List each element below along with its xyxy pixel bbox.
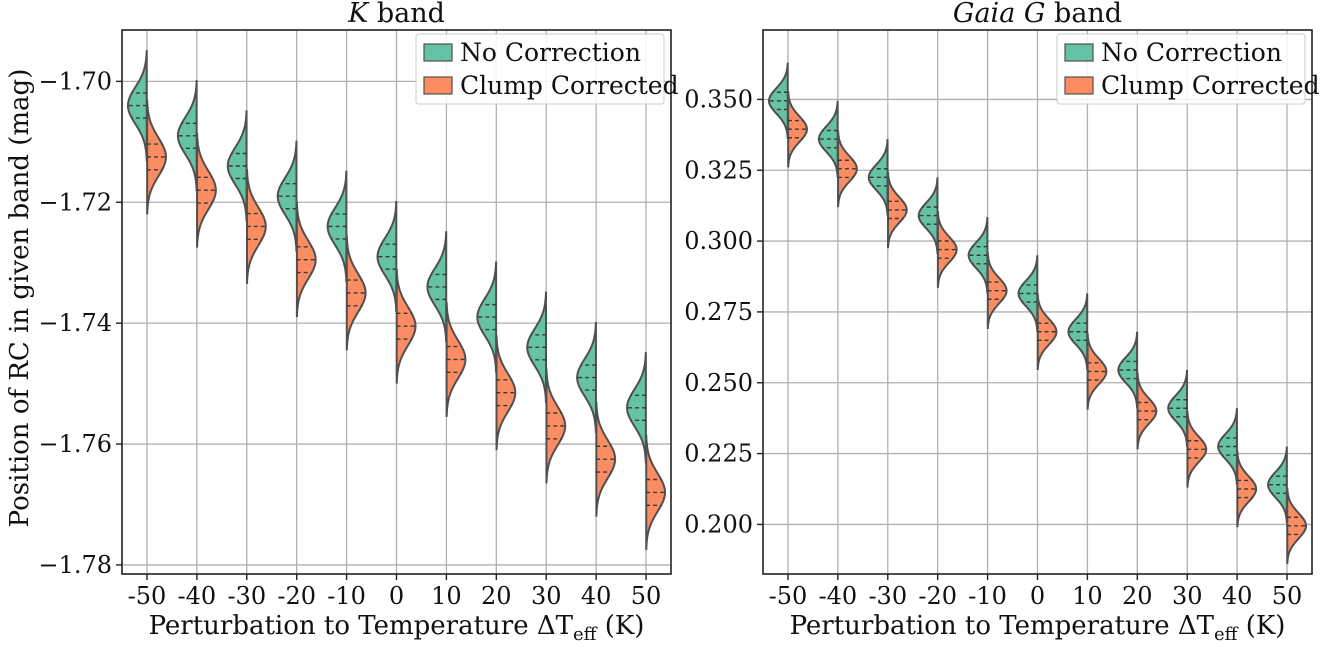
gaia-g-band-legend-swatch-no-correction [1064,43,1094,62]
gaia-g-band-legend-box [1056,33,1306,105]
k-band-xlabel: Perturbation to Temperature ΔTeff (K) [149,611,645,645]
gaia-g-band-ytick-label-1: 0.225 [684,440,753,468]
k-band-title-rest: band [368,0,445,29]
k-band-ytick-label-4: −1.78 [38,551,112,579]
k-band-legend-label-clump-corrected: Clump Corrected [460,71,679,100]
gaia-g-band-xlabel-sub: eff [1214,624,1239,645]
k-band-xtick-label-20: 20 [481,582,512,610]
k-band-ytick-label-0: −1.70 [38,67,112,95]
k-band-xtick-label-30: 30 [531,582,562,610]
gaia-g-band-title: Gaia G band [953,0,1122,29]
k-band-ytick-label-2: −1.74 [38,309,112,337]
gaia-g-band-title-italic: Gaia G [953,0,1046,29]
k-band-xlabel-unit: (K) [596,611,644,641]
k-band-legend-label-no-correction: No Correction [460,38,641,67]
k-band-violins [126,49,667,550]
gaia-g-band-xtick-label-0: 0 [1030,582,1045,610]
gaia-g-band-legend-label-no-correction: No Correction [1101,38,1282,67]
gaia-g-band-legend-label-clump-corrected: Clump Corrected [1101,71,1320,100]
gaia-g-band-xtick-label-10: -10 [968,582,1007,610]
gaia-g-band-xlabel-unit: (K) [1237,611,1285,641]
gaia-g-band-xlabel: Perturbation to Temperature ΔTeff (K) [790,611,1286,645]
k-band-xtick-label-30: -30 [227,582,266,610]
k-band-legend-box [415,33,665,105]
k-band-ticks: -50 -40 -30 -20 -10 0 10 20 30 40 50 −1.70 −1.72 −1.7… [38,67,661,610]
k-band-title-italic: K [347,0,370,29]
gaia-g-band-legend: No Correction Clump Corrected [1056,33,1320,105]
k-band-xtick-label-20: -20 [277,582,316,610]
gaia-g-band-panel: -50 -40 -30 -20 -10 0 10 20 30 40 50 0.200 0.225 0.25… [684,0,1319,645]
gaia-g-band-ytick-label-2: 0.250 [684,369,753,397]
gaia-g-band-xlabel-main: Perturbation to Temperature ΔT [790,611,1215,641]
gaia-g-band-legend-swatch-clump-corrected [1064,76,1094,95]
gaia-g-band-violins [767,62,1308,565]
gaia-g-band-ticks: -50 -40 -30 -20 -10 0 10 20 30 40 50 0.200 0.225 0.25… [684,85,1302,610]
gaia-g-band-title-rest: band [1045,0,1122,29]
gaia-g-band-xtick-label-50: -50 [769,582,808,610]
k-band-legend-swatch-no-correction [423,43,453,62]
k-band-xlabel-main: Perturbation to Temperature ΔT [149,611,574,641]
gaia-g-band-xtick-label-20: 20 [1122,582,1153,610]
k-band-legend-swatch-clump-corrected [423,76,453,95]
k-band-xtick-label-0: 0 [389,582,404,610]
gaia-g-band-xtick-label-20: -20 [918,582,957,610]
gaia-g-band-xtick-label-50: 50 [1272,582,1303,610]
k-band-xtick-label-50: 50 [631,582,662,610]
gaia-g-band-ytick-label-5: 0.325 [684,156,753,184]
k-band-ytick-label-3: −1.76 [38,430,112,458]
k-band-xtick-label-10: 10 [431,582,462,610]
gaia-g-band-xtick-label-40: -40 [819,582,858,610]
k-band-ytick-label-1: −1.72 [38,188,112,216]
k-band-panel: -50 -40 -30 -20 -10 0 10 20 30 40 50 −1.70 −1.72 −1.7… [5,0,679,645]
gaia-g-band-xtick-label-30: -30 [868,582,907,610]
k-band-xtick-label-10: -10 [327,582,366,610]
k-band-xtick-label-40: -40 [178,582,217,610]
k-band-xlabel-sub: eff [573,624,598,645]
k-band-legend: No Correction Clump Corrected [415,33,679,105]
k-band-title: K band [347,0,445,29]
gaia-g-band-ytick-label-0: 0.200 [684,510,753,538]
ylabel: Position of RC in given band (mag) [5,69,35,528]
gaia-g-band-ytick-label-6: 0.350 [684,85,753,113]
k-band-xtick-label-40: 40 [581,582,612,610]
gaia-g-band-xtick-label-10: 10 [1072,582,1103,610]
k-band-xtick-label-50: -50 [128,582,167,610]
gaia-g-band-xtick-label-30: 30 [1172,582,1203,610]
gaia-g-band-ytick-label-3: 0.275 [684,298,753,326]
gaia-g-band-ytick-label-4: 0.300 [684,227,753,255]
gaia-g-band-xtick-label-40: 40 [1222,582,1253,610]
